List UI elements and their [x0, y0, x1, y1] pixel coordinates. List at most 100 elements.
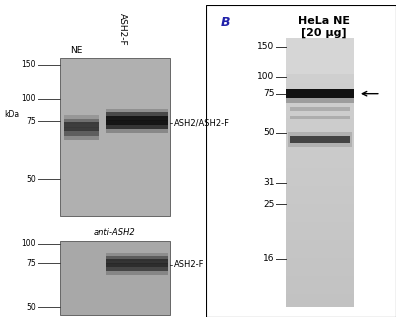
Bar [286, 217, 354, 222]
Bar [106, 263, 168, 271]
Bar [286, 249, 354, 253]
Bar [286, 154, 354, 159]
Text: 100: 100 [22, 239, 36, 248]
Bar [286, 91, 354, 96]
Bar [286, 109, 354, 114]
Bar [286, 89, 354, 98]
Text: 50: 50 [263, 128, 274, 137]
Bar [290, 136, 350, 143]
Bar [60, 58, 170, 216]
Text: 75: 75 [263, 89, 274, 98]
Bar [286, 69, 354, 74]
Bar [286, 119, 354, 123]
Text: anti-ASH2: anti-ASH2 [94, 228, 136, 237]
Bar [106, 109, 168, 118]
Bar [290, 116, 350, 119]
Bar [106, 253, 168, 261]
Bar [286, 294, 354, 298]
Bar [106, 112, 168, 121]
Bar [286, 258, 354, 262]
Text: B: B [221, 16, 231, 29]
Bar [286, 82, 354, 87]
Bar [286, 163, 354, 168]
Bar [286, 100, 354, 105]
Text: 150: 150 [22, 60, 36, 69]
Bar [286, 208, 354, 213]
Bar [286, 222, 354, 226]
Bar [286, 60, 354, 65]
Bar [286, 97, 354, 103]
Text: 50: 50 [26, 303, 36, 312]
Text: 50: 50 [26, 175, 36, 184]
Bar [286, 204, 354, 208]
Text: ASH2-F: ASH2-F [118, 13, 126, 46]
Bar [286, 65, 354, 69]
Bar [286, 267, 354, 271]
Text: 75: 75 [26, 259, 36, 268]
Bar [60, 241, 170, 315]
Bar [290, 107, 350, 111]
Bar [64, 119, 99, 128]
Bar [286, 280, 354, 285]
Text: 25: 25 [263, 200, 274, 209]
Bar [106, 120, 168, 129]
Bar [106, 259, 168, 267]
Bar [286, 96, 354, 100]
Bar [286, 132, 354, 136]
Bar [286, 186, 354, 190]
Bar [286, 47, 354, 51]
Bar [286, 87, 354, 91]
Text: 75: 75 [26, 117, 36, 126]
Bar [286, 114, 354, 119]
Bar [286, 42, 354, 47]
Bar [286, 235, 354, 240]
Bar [286, 56, 354, 60]
Bar [106, 267, 168, 275]
Bar [64, 127, 99, 136]
Bar [106, 124, 168, 133]
Bar [286, 145, 354, 150]
Bar [106, 256, 168, 264]
Bar [288, 132, 352, 147]
Text: HeLa NE
[20 μg]: HeLa NE [20 μg] [298, 16, 350, 37]
Bar [286, 231, 354, 235]
Bar [64, 115, 99, 124]
Bar [106, 116, 168, 125]
Bar [286, 253, 354, 258]
Bar [286, 195, 354, 199]
Bar [286, 190, 354, 195]
Text: 31: 31 [263, 178, 274, 187]
Text: 100: 100 [22, 94, 36, 103]
Bar [286, 285, 354, 289]
Bar [286, 271, 354, 276]
Bar [286, 123, 354, 128]
Bar [286, 51, 354, 56]
Bar [286, 177, 354, 182]
Bar [286, 199, 354, 204]
Bar [64, 130, 99, 140]
Bar [286, 141, 354, 145]
Text: 150: 150 [257, 42, 274, 51]
Bar [286, 303, 354, 307]
Bar [286, 182, 354, 186]
Bar [286, 128, 354, 132]
Bar [286, 213, 354, 217]
Text: 16: 16 [263, 255, 274, 263]
Text: NE: NE [70, 46, 82, 55]
Bar [286, 78, 354, 82]
Text: kDa: kDa [4, 110, 20, 119]
Text: ASH2-F: ASH2-F [174, 260, 204, 269]
Bar [286, 276, 354, 280]
Bar [286, 105, 354, 109]
Bar [286, 226, 354, 231]
Bar [64, 122, 99, 131]
Bar [286, 37, 354, 42]
Bar [286, 240, 354, 244]
Bar [286, 244, 354, 249]
Bar [286, 159, 354, 163]
Bar [286, 172, 354, 177]
Text: ASH2/ASH2-F: ASH2/ASH2-F [174, 118, 230, 127]
Text: 100: 100 [257, 72, 274, 81]
Bar [286, 168, 354, 172]
Bar [286, 74, 354, 78]
